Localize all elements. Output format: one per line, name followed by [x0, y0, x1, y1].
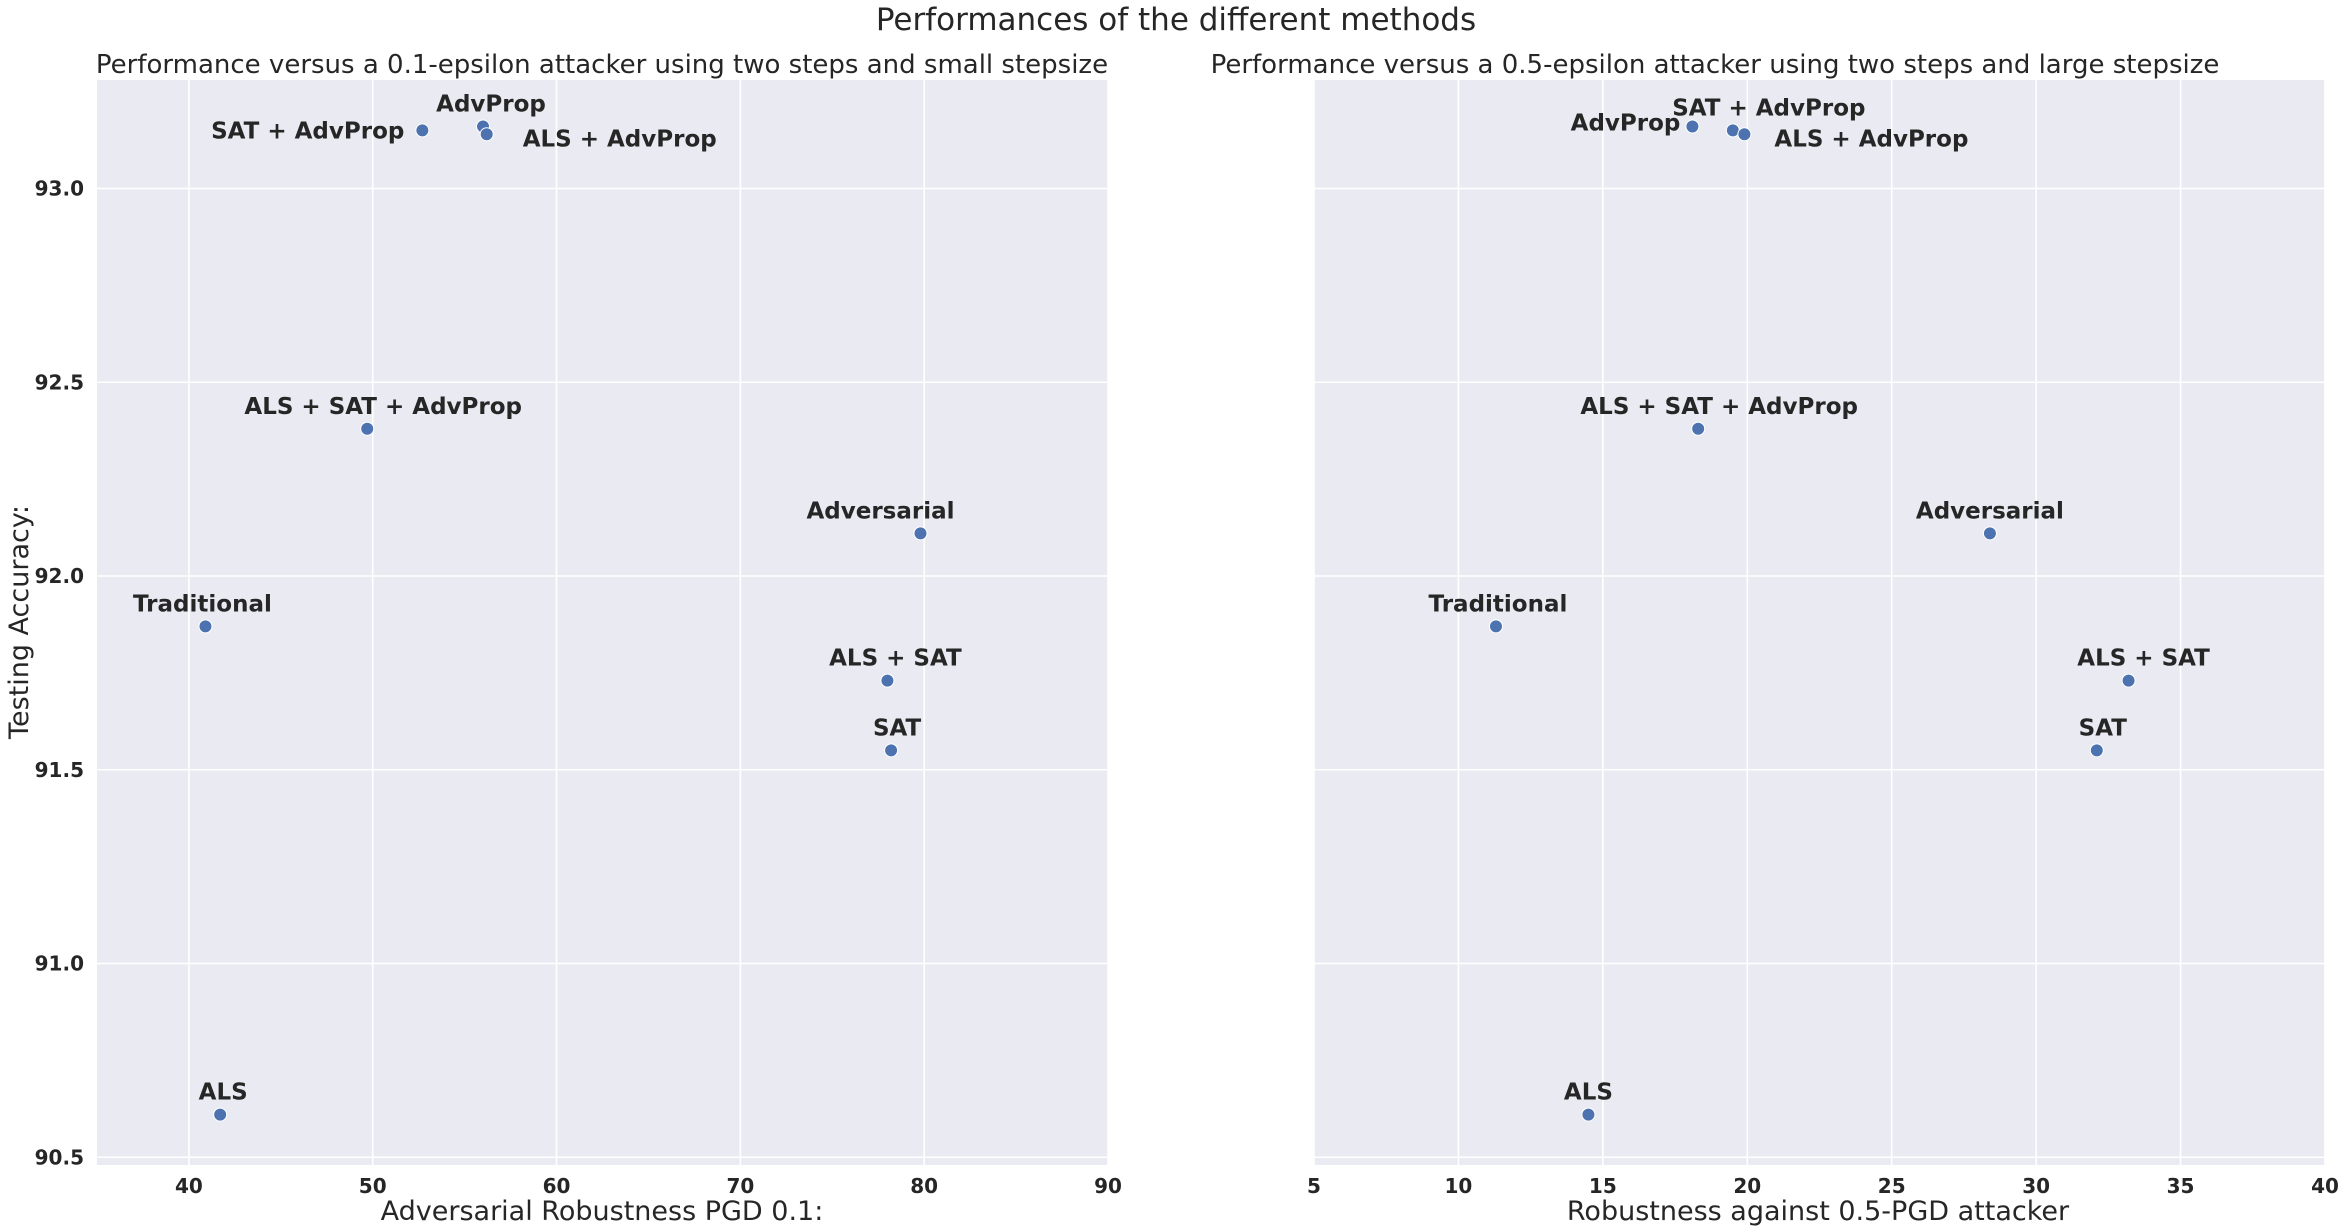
left-plot-area [97, 80, 1108, 1165]
point-label: ALS + SAT [2077, 646, 2210, 672]
left-point-labels: AdvProp SAT + AdvProp ALS + AdvProp ALS + S… [133, 92, 962, 1106]
left-panel-title: Performance versus a 0.1-epsilon attacke… [96, 50, 1108, 80]
data-point [880, 673, 895, 688]
x-tick-label: 15 [1589, 1174, 1617, 1198]
figure-suptitle: Performances of the different methods [876, 2, 1476, 38]
data-point [1581, 1107, 1596, 1122]
x-tick-label: 70 [726, 1174, 754, 1198]
x-tick-label: 80 [910, 1174, 938, 1198]
x-tick-label: 5 [1307, 1174, 1321, 1198]
x-tick-label: 10 [1445, 1174, 1473, 1198]
point-label: Traditional [1429, 591, 1568, 617]
data-point [1488, 619, 1503, 634]
y-tick-label: 91.5 [35, 758, 84, 782]
x-tick-label: 20 [1733, 1174, 1761, 1198]
y-tick-label: 93.0 [35, 177, 84, 201]
data-point [884, 743, 899, 758]
right-x-axis-label: Robustness against 0.5-PGD attacker [1567, 1196, 2070, 1227]
point-label: AdvProp [1571, 111, 1681, 137]
data-point [1725, 123, 1740, 138]
data-point [2089, 743, 2104, 758]
left-scatter-panel: Performance versus a 0.1-epsilon attacke… [4, 50, 1122, 1227]
data-point [913, 526, 928, 541]
left-x-axis-label: Adversarial Robustness PGD 0.1: [381, 1196, 824, 1227]
right-scatter-panel: Performance versus a 0.5-epsilon attacke… [1211, 50, 2339, 1227]
right-gridlines [1313, 80, 2326, 1165]
data-point [360, 421, 375, 436]
x-tick-label: 30 [2022, 1174, 2050, 1198]
point-label: SAT + AdvProp [211, 118, 404, 144]
x-tick-label: 90 [1094, 1174, 1122, 1198]
point-label: ALS + AdvProp [523, 126, 717, 152]
x-tick-label: 60 [543, 1174, 571, 1198]
data-point [1737, 127, 1752, 142]
data-point [479, 127, 494, 142]
x-tick-label: 25 [1878, 1174, 1906, 1198]
data-point [1685, 119, 1700, 134]
y-tick-label: 92.0 [35, 564, 84, 588]
data-point [1982, 526, 1997, 541]
point-label: SAT [873, 715, 922, 741]
x-tick-label: 40 [2311, 1174, 2339, 1198]
left-data-points [198, 119, 928, 1122]
right-tick-labels: 5 10 15 20 25 30 35 40 [1307, 1174, 2339, 1198]
left-tick-labels: 40 50 60 70 80 90 90.5 91.0 91.5 92.0 92.5 93.0 [35, 177, 1122, 1199]
point-label: SAT + AdvProp [1672, 95, 1865, 121]
point-label: ALS + AdvProp [1774, 126, 1968, 152]
data-point [213, 1107, 228, 1122]
y-tick-label: 92.5 [35, 370, 84, 394]
point-label: Adversarial [1916, 498, 2064, 524]
point-label: AdvProp [436, 92, 546, 118]
point-label: Traditional [133, 591, 272, 617]
x-tick-label: 50 [359, 1174, 387, 1198]
right-plot-area [1314, 80, 2325, 1165]
point-label: ALS + SAT + AdvProp [244, 394, 522, 420]
left-gridlines [97, 80, 1109, 1165]
point-label: SAT [2079, 715, 2128, 741]
data-point [2121, 673, 2136, 688]
data-point [415, 123, 430, 138]
data-point [1691, 421, 1706, 436]
point-label: Adversarial [806, 498, 954, 524]
y-axis-label: Testing Accuracy: [4, 505, 35, 740]
data-point [198, 619, 213, 634]
y-tick-label: 91.0 [35, 952, 84, 976]
y-tick-label: 90.5 [35, 1145, 84, 1169]
x-tick-label: 35 [2167, 1174, 2195, 1198]
point-label: ALS + SAT + AdvProp [1580, 394, 1858, 420]
x-tick-label: 40 [175, 1174, 203, 1198]
right-panel-title: Performance versus a 0.5-epsilon attacke… [1211, 50, 2220, 80]
right-data-points [1488, 119, 2136, 1122]
point-label: ALS + SAT [829, 646, 962, 672]
point-label: ALS [199, 1080, 248, 1106]
point-label: ALS [1564, 1080, 1613, 1106]
